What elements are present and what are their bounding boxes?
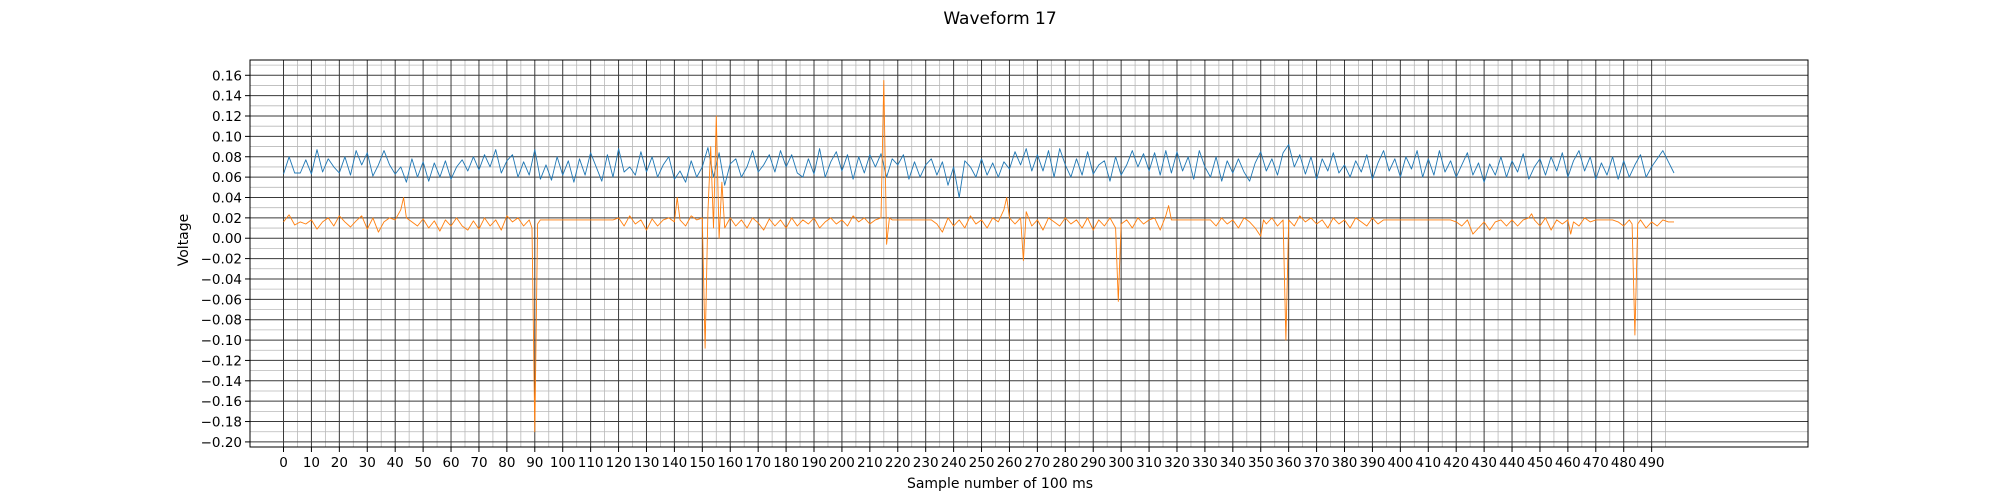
y-tick-label: −0.02 [201, 252, 242, 268]
x-tick-label: 220 [885, 455, 911, 471]
x-tick-label: 130 [634, 455, 660, 471]
x-tick-label: 490 [1639, 455, 1665, 471]
x-tick-label: 410 [1415, 455, 1441, 471]
x-tick-label: 470 [1583, 455, 1609, 471]
chart-title: Waveform 17 [943, 9, 1056, 29]
y-tick-label: 0.14 [212, 89, 242, 105]
x-tick-label: 430 [1471, 455, 1497, 471]
x-tick-label: 260 [997, 455, 1023, 471]
y-tick-label: 0.04 [212, 190, 242, 206]
series-line-2 [283, 79, 1674, 433]
y-tick-label: 0.02 [212, 211, 242, 227]
series-lines [283, 79, 1675, 433]
plot-frame [249, 59, 1809, 448]
x-tick-label: 0 [279, 455, 288, 471]
x-tick-label: 160 [717, 455, 743, 471]
x-tick-label: 240 [941, 455, 967, 471]
x-tick-label: 250 [969, 455, 995, 471]
x-tick-label: 400 [1387, 455, 1413, 471]
y-tick-label: 0.10 [212, 129, 242, 145]
x-tick-label: 10 [303, 455, 320, 471]
y-tick-label: −0.20 [201, 435, 242, 451]
x-tick-label: 90 [526, 455, 543, 471]
x-tick-label: 300 [1108, 455, 1134, 471]
x-tick-label: 40 [387, 455, 404, 471]
x-tick-label: 30 [359, 455, 376, 471]
x-tick-label: 480 [1611, 455, 1637, 471]
x-tick-label: 60 [442, 455, 459, 471]
x-tick-label: 280 [1052, 455, 1078, 471]
y-tick-label: −0.14 [201, 374, 242, 390]
y-tick-label: −0.18 [201, 415, 242, 431]
x-tick-label: 350 [1248, 455, 1274, 471]
y-tick-label: 0.00 [212, 231, 242, 247]
y-tick-label: −0.08 [201, 313, 242, 329]
x-tick-label: 80 [498, 455, 515, 471]
x-tick-label: 390 [1360, 455, 1386, 471]
x-tick-label: 320 [1164, 455, 1190, 471]
y-tick-label: 0.06 [212, 170, 242, 186]
grid-lines [250, 60, 1808, 447]
y-tick-label: 0.16 [212, 68, 242, 84]
x-tick-label: 340 [1220, 455, 1246, 471]
x-tick-label: 370 [1304, 455, 1330, 471]
tick-marks: 0 10 20 30 40 50 60 70 80 90 100 110 120 130 140 150 160… [201, 68, 1665, 471]
x-tick-label: 20 [331, 455, 348, 471]
y-tick-label: −0.16 [201, 394, 242, 410]
x-tick-label: 330 [1192, 455, 1218, 471]
x-tick-label: 200 [829, 455, 855, 471]
x-tick-label: 450 [1527, 455, 1553, 471]
x-tick-label: 460 [1555, 455, 1581, 471]
x-tick-label: 230 [913, 455, 939, 471]
x-tick-label: 310 [1136, 455, 1162, 471]
x-tick-label: 380 [1332, 455, 1358, 471]
x-tick-label: 180 [773, 455, 799, 471]
y-tick-label: −0.04 [201, 272, 242, 288]
y-tick-label: 0.12 [212, 109, 242, 125]
x-tick-label: 440 [1499, 455, 1525, 471]
x-tick-label: 150 [689, 455, 715, 471]
x-tick-label: 120 [606, 455, 632, 471]
x-tick-label: 140 [662, 455, 688, 471]
x-tick-label: 270 [1024, 455, 1050, 471]
x-tick-label: 290 [1080, 455, 1106, 471]
y-tick-label: −0.10 [201, 333, 242, 349]
y-tick-label: −0.06 [201, 292, 242, 308]
x-axis-label: Sample number of 100 ms [907, 476, 1093, 492]
y-tick-label: −0.12 [201, 353, 242, 369]
y-axis-label: Voltage [176, 214, 192, 267]
x-tick-label: 190 [801, 455, 827, 471]
x-tick-label: 210 [857, 455, 883, 471]
x-tick-label: 110 [578, 455, 604, 471]
x-tick-label: 100 [550, 455, 576, 471]
x-tick-label: 70 [470, 455, 487, 471]
y-tick-label: 0.08 [212, 150, 242, 166]
x-tick-label: 50 [415, 455, 432, 471]
series-line-1 [283, 144, 1675, 198]
x-tick-label: 420 [1443, 455, 1469, 471]
x-tick-label: 170 [745, 455, 771, 471]
x-tick-label: 360 [1276, 455, 1302, 471]
